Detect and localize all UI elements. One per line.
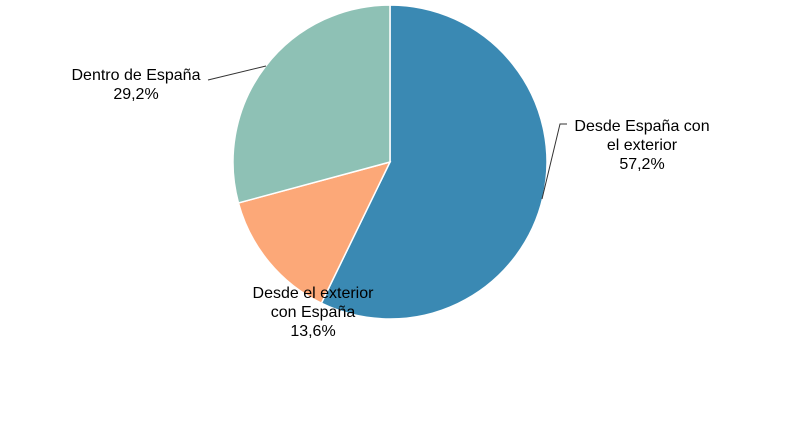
slice-label: Dentro de España 29,2% (72, 67, 201, 103)
slice-label: Desde el exterior con España 13,6% (253, 285, 375, 340)
slice-value-label: 57,2% (619, 156, 664, 173)
labels-layer: Desde España con el exterior 57,2% Desde el… (72, 67, 710, 340)
leader-line (541, 123, 567, 200)
leader-line (207, 65, 267, 81)
slice-category-label: el exterior (607, 137, 678, 154)
slice-value-label: 13,6% (290, 323, 335, 340)
slice-category-label: Desde España con (574, 118, 709, 135)
pie-slice (237, 160, 392, 305)
slices-layer (232, 4, 548, 320)
slice-value-label: 29,2% (113, 86, 158, 103)
slice-label: Desde España con el exterior 57,2% (574, 118, 709, 173)
leaders-layer (207, 65, 567, 200)
slice-category-label: con España (271, 304, 356, 321)
slice-category-label: Desde el exterior (253, 285, 375, 302)
slice-category-label: Dentro de España (72, 67, 201, 84)
